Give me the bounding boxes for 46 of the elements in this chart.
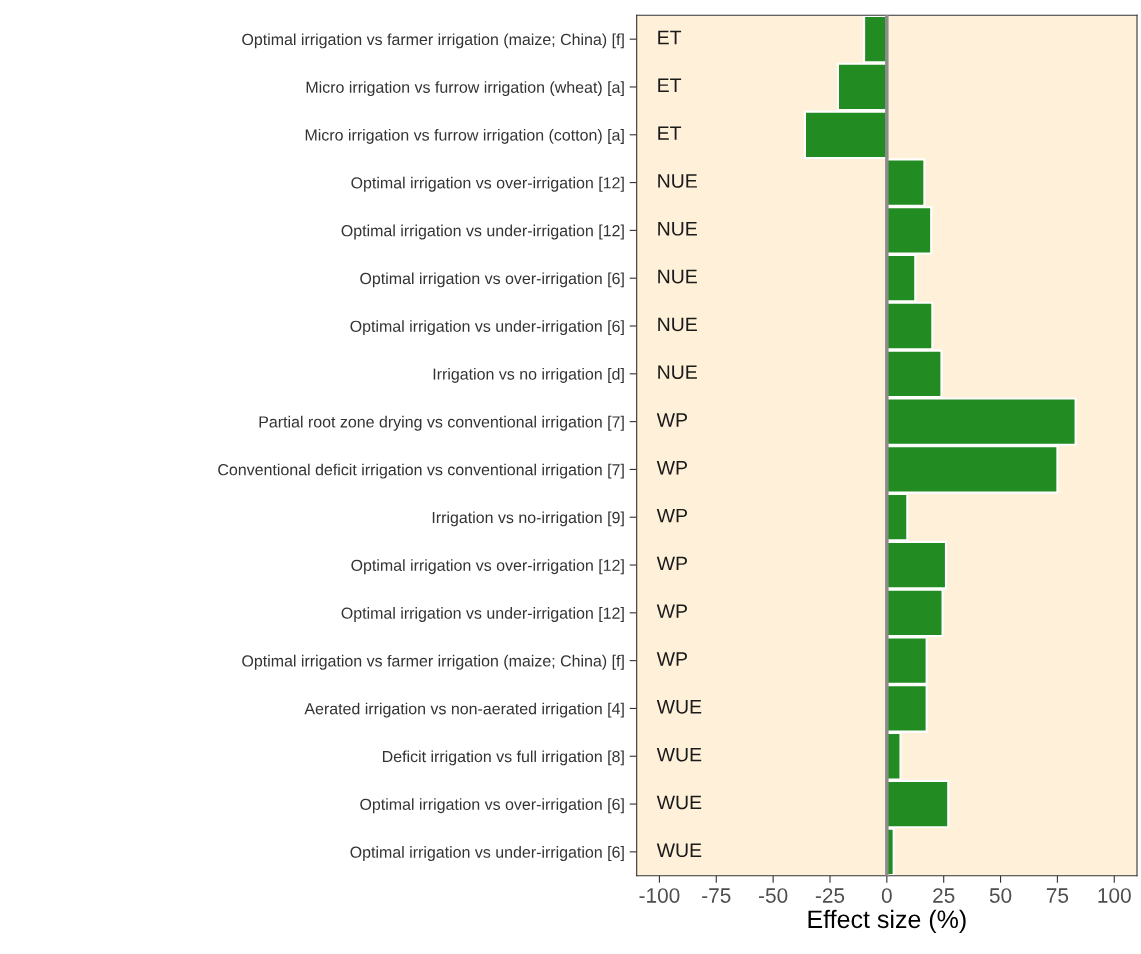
x-tick-label: -100 (639, 888, 680, 903)
y-tick-label: Optimal irrigation vs over-irrigation [12] (351, 559, 624, 575)
x-tick-label: 25 (933, 888, 955, 903)
y-tick-label: Aerated irrigation vs non-aerated irrigation [4] (304, 702, 624, 718)
annotation: ET (658, 126, 682, 140)
y-tick-label: Irrigation vs no-irrigation [9] (432, 511, 624, 527)
annotation: WP (656, 604, 687, 618)
x-tick-label: 50 (989, 888, 1012, 903)
annotation: NUE (658, 174, 697, 188)
x-tick-label: -25 (815, 888, 845, 903)
annotation: NUE (658, 222, 697, 236)
y-tick-label: Optimal irrigation vs over-irrigation [12] (351, 176, 624, 192)
annotation: WP (656, 652, 687, 666)
annotation: WUE (656, 747, 702, 762)
y-tick-label: Optimal irrigation vs under-irrigation [12] (341, 224, 624, 240)
x-tick-label: -75 (702, 888, 731, 903)
annotation: NUE (658, 317, 697, 332)
annotation: WP (656, 556, 687, 571)
y-tick-label: Deficit irrigation vs full irrigation [8] (382, 750, 624, 766)
y-tick-label: Partial root zone drying vs conventional irrigation [7] (259, 415, 624, 431)
y-tick-label: Optimal irrigation vs over-irrigation [6] (360, 272, 624, 288)
annotation: WP (656, 461, 687, 475)
annotation: NUE (658, 269, 697, 284)
y-tick-label: Optimal irrigation vs under-irrigation [12] (341, 607, 624, 622)
annotation: ET (658, 30, 682, 45)
annotation: WP (656, 508, 687, 523)
y-tick-label: Irrigation vs no irrigation [d] (433, 368, 624, 383)
x-axis-title: Effect size (%) (808, 909, 966, 934)
annotation: WUE (656, 843, 702, 858)
annotation: WUE (656, 795, 702, 810)
x-tick-label: 0 (881, 888, 892, 903)
y-tick-label: Micro irrigation vs furrow irrigation (wheat) [a] (306, 81, 624, 97)
annotation: NUE (658, 365, 697, 380)
y-tick-label: Optimal irrigation vs over-irrigation [6] (360, 798, 624, 814)
annotation: WP (656, 413, 687, 427)
y-tick-label: Optimal irrigation vs under-irrigation [6] (350, 846, 624, 861)
x-tick-label: 100 (1098, 888, 1131, 903)
annotation: ET (658, 78, 682, 92)
annotation: WUE (656, 700, 702, 714)
y-tick-label: Optimal irrigation vs farmer irrigation (maize; China) [f] (242, 33, 624, 49)
y-tick-label: Optimal irrigation vs farmer irrigation (maize; China) [f] (242, 654, 624, 670)
x-tick-label: 75 (1046, 888, 1069, 903)
y-tick-label: Micro irrigation vs furrow irrigation (cotton) [a] (305, 128, 624, 144)
x-tick-label: -50 (759, 888, 788, 903)
y-tick-label: Conventional deficit irrigation vs conventional irrigation [7] (218, 463, 624, 479)
y-tick-label: Optimal irrigation vs under-irrigation [6] (350, 320, 624, 336)
